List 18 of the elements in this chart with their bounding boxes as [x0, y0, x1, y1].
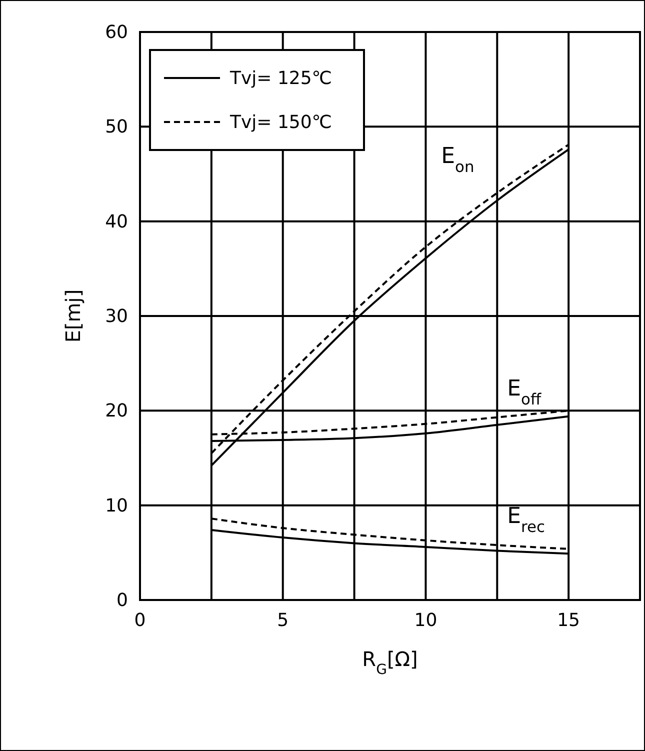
y-tick-label: 0	[116, 590, 128, 611]
legend-label: Tvj= 150℃	[229, 112, 332, 133]
y-tick-label: 10	[105, 495, 128, 516]
annotation: E$_{on}$	[441, 144, 474, 176]
x-tick-label: 0	[134, 610, 146, 631]
y-tick-label: 20	[105, 400, 128, 422]
annotation: E$_{off}$	[507, 376, 542, 408]
legend-label: Tvj= 125℃	[229, 68, 332, 89]
y-tick-label: 40	[105, 211, 128, 232]
y-tick-label: 50	[105, 116, 128, 138]
y-axis-title: E[mj]	[61, 289, 85, 343]
x-tick-label: 5	[277, 610, 289, 631]
annotation: E$_{rec}$	[507, 504, 545, 536]
y-tick-label: 30	[105, 306, 128, 327]
x-tick-label: 15	[557, 610, 580, 631]
x-tick-label: 10	[414, 610, 438, 631]
x-axis-title: R$_{G}$[Ω]	[362, 647, 418, 678]
y-tick-label: 60	[105, 22, 128, 43]
